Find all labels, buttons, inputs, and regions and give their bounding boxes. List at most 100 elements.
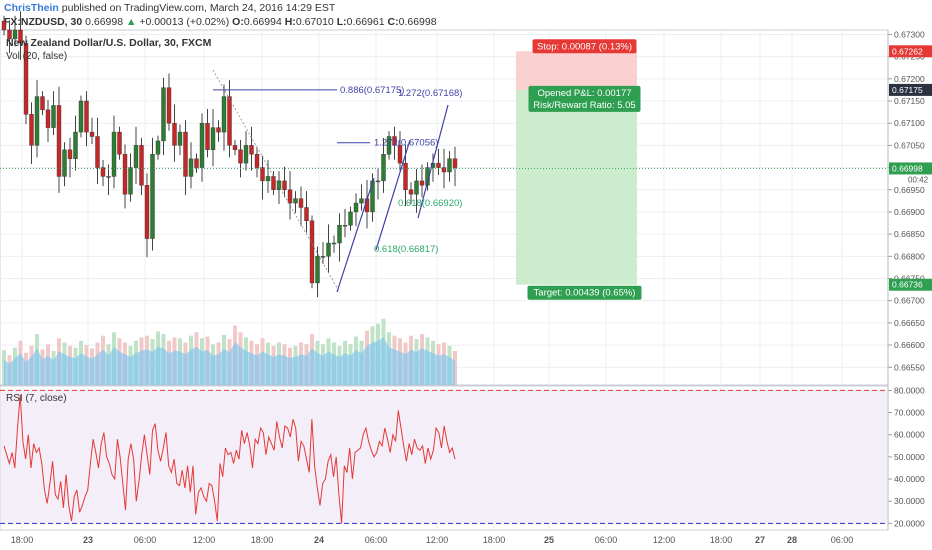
candle-body xyxy=(40,96,45,111)
candle-body xyxy=(166,87,172,124)
candle-body xyxy=(403,162,408,190)
candle-body xyxy=(155,140,161,155)
x-tick-label: 12:00 xyxy=(193,535,216,545)
volume-bars xyxy=(2,318,457,385)
price-label: 0.67262 xyxy=(892,46,923,56)
x-tick-label: 06:00 xyxy=(831,535,854,545)
axes: 18:00 23 06:00 12:00 18:00 24 06:00 12:00 18:00 2… xyxy=(11,29,932,545)
candle-body xyxy=(73,131,78,159)
x-tick-label: 18:00 xyxy=(710,535,733,545)
low-label: L: xyxy=(336,16,347,28)
candle-body xyxy=(315,256,320,284)
candle-body xyxy=(210,127,216,151)
candle-body xyxy=(381,154,386,182)
candle-body xyxy=(188,158,194,177)
candle-body xyxy=(139,145,144,186)
y-tick-label: 0.66650 xyxy=(894,318,925,328)
candle-body xyxy=(304,207,309,222)
x-tick-label: 12:00 xyxy=(426,535,449,545)
candle-body xyxy=(216,127,221,133)
candle-body xyxy=(95,136,100,168)
pnl-label-text: Risk/Reward Ratio: 5.05 xyxy=(533,100,635,111)
candle-body xyxy=(183,131,188,177)
price-label: 0.67175 xyxy=(892,85,923,95)
rsi-pane xyxy=(0,389,888,524)
target-label-text: Target: 0.00439 (0.65%) xyxy=(534,288,636,299)
volume-indicator-label: Vol (20, false) xyxy=(6,51,67,62)
candle-body xyxy=(23,43,29,115)
y-tick-label: 0.66900 xyxy=(894,207,925,217)
stop-label-box xyxy=(532,39,637,54)
x-tick-label: 18:00 xyxy=(11,535,34,545)
target-label-box xyxy=(527,285,642,300)
candle-body xyxy=(177,131,183,146)
candle-body xyxy=(238,149,243,164)
rsi-tick-label: 60.0000 xyxy=(894,430,925,440)
published-text: published on TradingView.com, March 24, … xyxy=(61,2,336,14)
candle-body xyxy=(282,180,287,190)
rsi-tick-label: 30.0000 xyxy=(894,496,925,506)
x-tick-label: 23 xyxy=(83,535,93,545)
candle-body xyxy=(348,211,353,226)
candle-body xyxy=(342,225,348,227)
close-label: C: xyxy=(387,16,399,28)
rsi-band-fill xyxy=(1,390,887,524)
rsi-line xyxy=(3,394,456,524)
high-label: H: xyxy=(284,16,296,28)
candle-body xyxy=(29,114,34,146)
stop-label-text: Stop: 0.00087 (0.13%) xyxy=(537,41,632,52)
candle-body xyxy=(133,145,139,168)
candle-body xyxy=(386,136,392,155)
candle-body xyxy=(232,145,238,151)
candle-body xyxy=(254,154,260,168)
y-tick-label: 0.66600 xyxy=(894,340,925,350)
candle-body xyxy=(18,29,23,44)
open-value: 0.66994 xyxy=(243,16,282,28)
rsi-tick-label: 40.0000 xyxy=(894,474,925,484)
fib-label: 0.618(0.66920) xyxy=(398,198,462,209)
y-tick-label: 0.67150 xyxy=(894,96,925,106)
author-link[interactable]: ChrisThein xyxy=(4,2,59,14)
long-position-tool[interactable]: Stop: 0.00087 (0.13%) Opened P&L: 0.00177… xyxy=(516,39,642,300)
price-label-box xyxy=(889,83,932,96)
candle-body xyxy=(298,198,304,208)
candle-body xyxy=(397,145,403,164)
candle-body xyxy=(84,100,89,133)
price-label-box xyxy=(889,278,932,291)
fib-drawings[interactable]: 0.886(0.67175)1.272(0.67168) 1.272(0.6705… xyxy=(212,69,462,294)
stop-zone xyxy=(516,51,637,90)
x-tick-label: 27 xyxy=(755,535,765,545)
candle-body xyxy=(436,162,441,168)
candle-body xyxy=(309,220,315,284)
candle-body xyxy=(441,167,447,173)
candle-body xyxy=(353,202,359,213)
rsi-tick-label: 70.0000 xyxy=(894,408,925,418)
candle-body xyxy=(100,167,106,177)
candle-body xyxy=(392,136,397,146)
candle-body xyxy=(144,185,150,239)
last-price: 0.66998 xyxy=(85,16,124,28)
x-tick-label: 24 xyxy=(314,535,324,545)
candle-body xyxy=(205,122,210,151)
y-tick-label: 0.66550 xyxy=(894,362,925,372)
fib-label: 1.272(0.67056) xyxy=(374,138,438,149)
candle-body xyxy=(111,131,117,177)
volume-ma-area xyxy=(4,337,455,385)
candle-body xyxy=(320,256,326,258)
candle-body xyxy=(150,154,155,239)
candle-body xyxy=(375,180,381,183)
low-value: 0.66961 xyxy=(346,16,385,28)
candle-body xyxy=(260,167,265,182)
target-zone xyxy=(516,89,637,285)
candle-body xyxy=(122,154,128,195)
candle-body xyxy=(199,122,205,168)
rsi-tick-label: 80.0000 xyxy=(894,385,925,395)
retracement-dashed-line xyxy=(212,69,341,294)
candle-body xyxy=(408,189,414,195)
chart-title: New Zealand Dollar/U.S. Dollar, 30, FXCM xyxy=(6,37,212,49)
y-tick-label: 0.66850 xyxy=(894,229,925,239)
price-label-box xyxy=(889,45,932,58)
candle-body xyxy=(271,176,276,190)
candle-body xyxy=(221,96,227,133)
